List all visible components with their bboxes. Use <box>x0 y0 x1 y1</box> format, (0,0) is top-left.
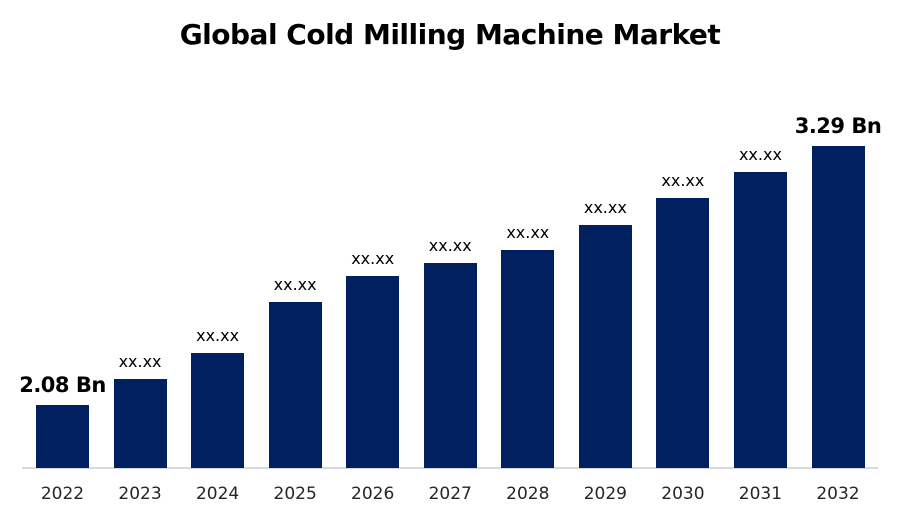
bar-2028 <box>501 250 555 468</box>
bar-2027 <box>423 263 477 468</box>
x-tick-label-2027: 2027 <box>428 484 472 504</box>
bar-2023 <box>113 379 167 468</box>
x-tick-label-2024: 2024 <box>195 484 240 504</box>
bar-value-label-2030: xx.xx <box>661 171 705 190</box>
bar-value-label-2029: xx.xx <box>583 198 627 217</box>
bar-value-label-2031: xx.xx <box>738 145 782 164</box>
x-tick-label-2022: 2022 <box>40 484 85 504</box>
bar-2024 <box>191 353 245 468</box>
chart-title: Global Cold Milling Machine Market <box>179 18 721 51</box>
x-tick-label-2026: 2026 <box>351 484 395 504</box>
bar-value-label-2027: xx.xx <box>428 236 472 255</box>
x-tick-label-2023: 2023 <box>118 484 162 504</box>
x-tick-label-2031: 2031 <box>738 484 783 504</box>
bar-value-label-2024: xx.xx <box>196 326 240 345</box>
bar-value-label-2022: 2.08 Bn <box>19 373 106 397</box>
bar-value-label-2025: xx.xx <box>273 275 317 294</box>
x-tick-label-2032: 2032 <box>816 484 860 504</box>
bar-value-label-2026: xx.xx <box>351 249 395 268</box>
bar-2032 <box>811 146 865 468</box>
x-axis-line <box>22 467 878 469</box>
bar-value-label-2023: xx.xx <box>118 352 162 371</box>
x-tick-label-2029: 2029 <box>583 484 627 504</box>
x-tick-label-2025: 2025 <box>273 484 317 504</box>
x-tick-label-2028: 2028 <box>506 484 550 504</box>
bar-2029 <box>578 225 632 468</box>
bar-value-label-2032: 3.29 Bn <box>794 114 882 138</box>
bar-2022 <box>36 405 89 468</box>
bar-2030 <box>656 198 710 468</box>
bar-value-label-2028: xx.xx <box>506 223 550 242</box>
bar-2031 <box>733 172 787 468</box>
x-tick-label-2030: 2030 <box>661 484 705 504</box>
bar-2025 <box>268 302 322 468</box>
bar-2026 <box>346 276 400 468</box>
